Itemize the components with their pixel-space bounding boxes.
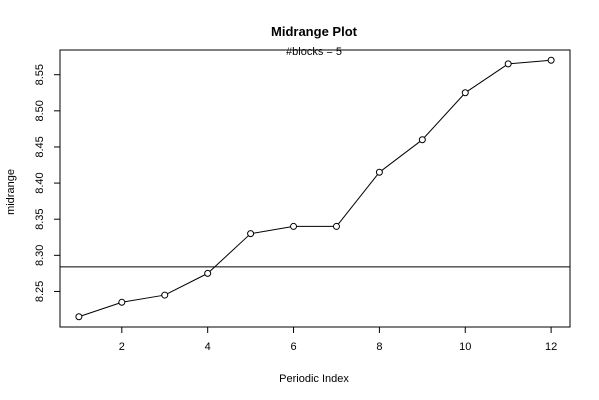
y-axis-label: midrange bbox=[5, 169, 17, 215]
x-tick-label: 4 bbox=[205, 341, 211, 353]
data-point bbox=[461, 89, 469, 97]
data-point bbox=[418, 136, 426, 144]
data-point bbox=[118, 298, 126, 306]
y-tick-label: 8.45 bbox=[34, 136, 46, 157]
y-tick-label: 8.35 bbox=[34, 208, 46, 229]
data-series bbox=[75, 56, 555, 321]
y-tick-label: 8.50 bbox=[34, 100, 46, 121]
x-tick-label: 12 bbox=[545, 341, 557, 353]
data-point bbox=[332, 222, 340, 230]
x-axis-label: Periodic Index bbox=[279, 373, 349, 385]
x-axis: 2 4 6 8 10 12 bbox=[119, 327, 557, 353]
x-tick-label: 2 bbox=[119, 341, 125, 353]
y-tick-label: 8.40 bbox=[34, 172, 46, 193]
data-point bbox=[161, 291, 169, 299]
x-tick-label: 6 bbox=[290, 341, 296, 353]
data-point bbox=[204, 269, 212, 277]
data-point bbox=[375, 168, 383, 176]
chart-subtitle: #blocks = 5 bbox=[286, 46, 342, 58]
series-segment bbox=[337, 174, 378, 225]
x-tick-label: 8 bbox=[376, 341, 382, 353]
series-segment bbox=[511, 60, 549, 65]
data-point bbox=[504, 60, 512, 68]
y-axis: 8.25 8.30 8.35 8.40 8.45 8.50 8.55 bbox=[34, 64, 60, 302]
plot-frame bbox=[59, 49, 571, 328]
series-segment bbox=[124, 295, 162, 303]
series-segment bbox=[423, 94, 464, 138]
series-segment bbox=[167, 274, 206, 295]
data-point bbox=[290, 222, 298, 230]
series-segment bbox=[81, 302, 120, 317]
x-tick-label: 10 bbox=[459, 341, 471, 353]
data-point bbox=[547, 56, 555, 64]
series-segment bbox=[467, 65, 506, 92]
y-tick-label: 8.30 bbox=[34, 245, 46, 266]
y-tick-label: 8.55 bbox=[34, 64, 46, 85]
series-segment bbox=[381, 141, 421, 171]
data-point bbox=[75, 313, 83, 321]
y-tick-label: 8.25 bbox=[34, 281, 46, 302]
series-segment bbox=[253, 226, 291, 234]
series-segment bbox=[209, 235, 249, 272]
chart-title: Midrange Plot bbox=[271, 24, 358, 39]
data-point bbox=[247, 230, 255, 238]
